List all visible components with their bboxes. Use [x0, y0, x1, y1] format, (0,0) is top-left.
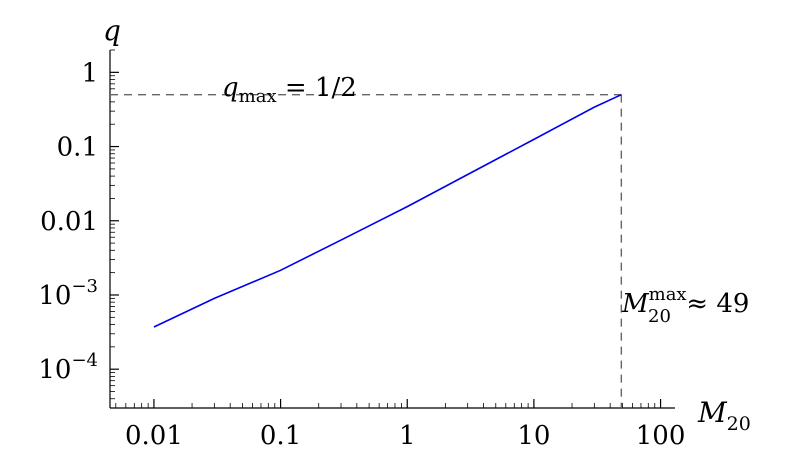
y-tick-label-exponent: −3 — [71, 276, 98, 297]
x-tick-label: 0.1 — [260, 421, 301, 451]
y-tick-label-exponent: −4 — [71, 350, 98, 371]
y-tick-label: 10−3 — [38, 276, 98, 311]
y-tick-label: 10−4 — [38, 350, 98, 385]
y-tick-label-base: 10 — [38, 355, 71, 385]
x-tick-label: 100 — [636, 421, 686, 451]
x-tick-label: 0.01 — [125, 421, 183, 451]
mmax-annotation: Mmax 20 ≈ 49 — [621, 284, 749, 327]
qmax-var: q — [222, 73, 239, 103]
y-axis-title: q — [103, 14, 121, 47]
mmax-sup: max — [649, 284, 687, 305]
y-tick-label-base: 1 — [81, 58, 98, 88]
mmax-var: M — [621, 289, 650, 319]
reference-lines — [110, 93, 623, 408]
qmax-sub: max — [239, 86, 277, 107]
y-tick-label-base: 10 — [38, 281, 71, 311]
y-tick-label: 1 — [81, 58, 98, 88]
x-axis-title-main: M — [697, 396, 728, 429]
y-tick-label-base: 0.1 — [57, 133, 98, 163]
qmax-rest: = 1/2 — [277, 73, 357, 103]
series-line — [153, 93, 622, 328]
y-tick-label: 0.01 — [40, 207, 98, 237]
mmax-rest: ≈ 49 — [678, 289, 749, 319]
axes — [109, 50, 675, 409]
x-tick-label: 10 — [517, 421, 550, 451]
x-axis-title-sub: 20 — [727, 413, 751, 435]
qmax-annotation: qmax = 1/2 — [222, 73, 357, 107]
mmax-sub: 20 — [648, 306, 671, 327]
series — [153, 93, 622, 328]
x-tick-label: 1 — [399, 421, 416, 451]
y-tick-label: 0.1 — [57, 133, 98, 163]
x-axis-title: M20 — [697, 396, 751, 435]
y-tick-label-base: 0.01 — [40, 207, 98, 237]
